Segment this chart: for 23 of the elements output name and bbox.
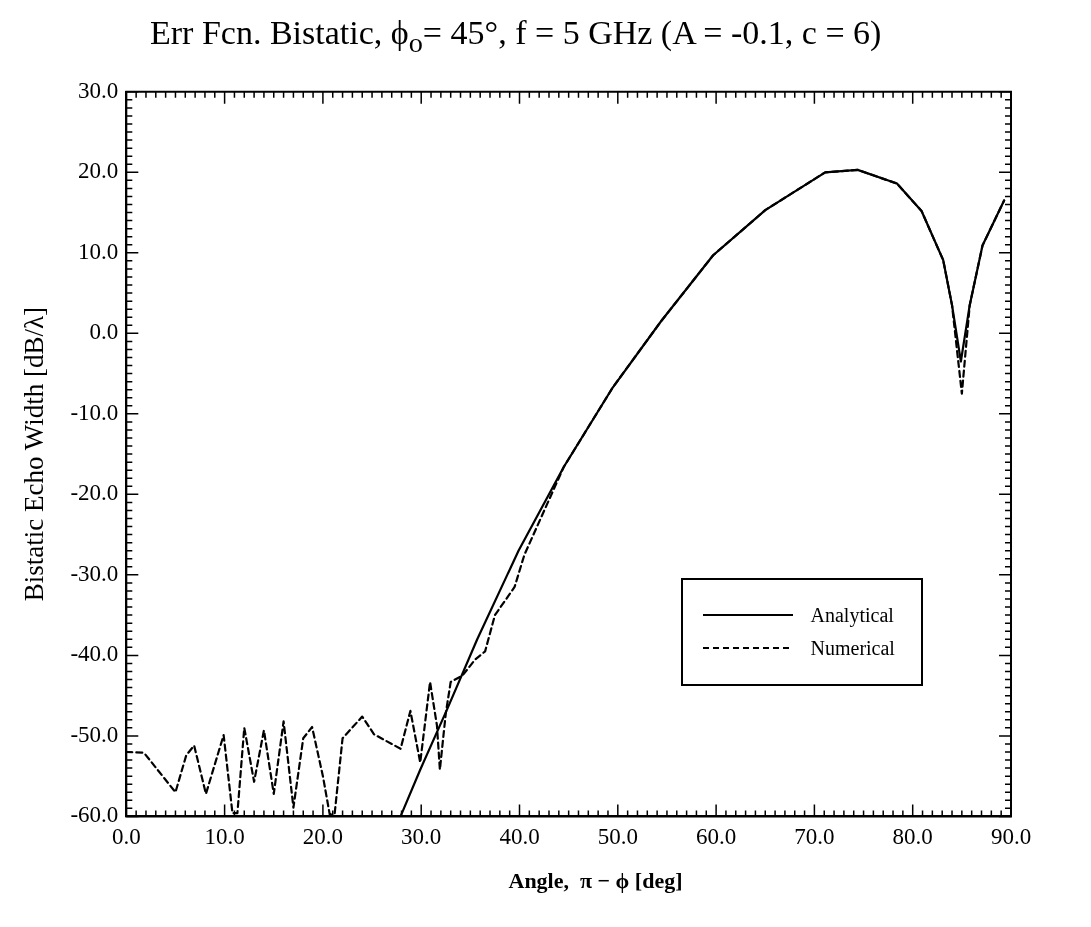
y-tick-label: 20.0	[78, 158, 119, 184]
y-tick-label: -20.0	[70, 480, 119, 506]
y-axis-title: Bistatic Echo Width [dB/λ]	[19, 306, 50, 602]
x-tick-label: 50.0	[597, 824, 638, 850]
x-tick-label: 10.0	[204, 824, 245, 850]
x-tick-label: 20.0	[302, 824, 344, 850]
y-tick-label: -40.0	[70, 641, 119, 667]
y-tick-label: 0.0	[89, 319, 119, 345]
y-tick-label: 30.0	[78, 77, 119, 103]
x-axis-title: Angle, π − ϕ [deg]	[507, 868, 684, 894]
x-tick-label: 60.0	[695, 824, 737, 850]
x-tick-label: 90.0	[990, 824, 1032, 850]
legend-label: Numerical	[810, 636, 895, 660]
y-tick-label: -10.0	[70, 399, 119, 425]
legend-label: Analytical	[810, 603, 894, 627]
x-tick-label: 40.0	[499, 824, 540, 850]
y-tick-label: -50.0	[70, 721, 119, 747]
x-tick-label: 30.0	[401, 824, 442, 850]
x-tick-label: 70.0	[794, 824, 835, 850]
y-tick-label: 10.0	[78, 238, 119, 264]
chart-title: Err Fcn. Bistatic, ϕ$_{o}$= 45°, f = 5 GHz (A = -0.1, c = 6)	[150, 14, 882, 59]
x-tick-label: 80.0	[892, 824, 933, 850]
y-tick-label: -30.0	[70, 560, 119, 586]
